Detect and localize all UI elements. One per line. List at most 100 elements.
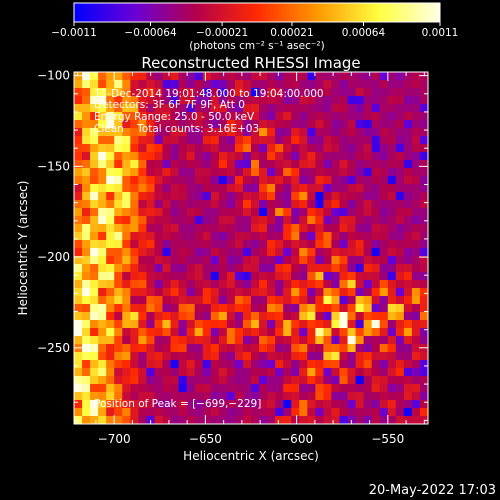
heatmap-cell xyxy=(210,200,220,209)
heatmap-cell xyxy=(146,368,155,377)
heatmap-cell xyxy=(411,96,421,105)
heatmap-cell xyxy=(323,360,332,369)
heatmap-cell xyxy=(323,352,332,361)
heatmap-cell xyxy=(98,176,107,185)
heatmap-cell xyxy=(122,128,131,137)
heatmap-cell xyxy=(363,96,373,105)
heatmap-cell xyxy=(218,352,228,361)
heatmap-cell xyxy=(259,264,268,273)
heatmap-cell xyxy=(371,256,381,265)
heatmap-cell xyxy=(90,280,99,289)
heatmap-cell xyxy=(331,240,340,249)
heatmap-cell xyxy=(82,208,91,217)
heatmap-cell xyxy=(251,232,260,241)
heatmap-cell xyxy=(210,280,220,289)
heatmap-cell xyxy=(387,264,397,273)
heatmap-cell xyxy=(82,200,91,209)
heatmap-cell xyxy=(218,80,228,89)
heatmap-cell xyxy=(307,256,316,265)
heatmap-cell xyxy=(331,232,340,241)
heatmap-cell xyxy=(226,248,236,257)
heatmap-cell xyxy=(291,160,300,169)
heatmap-cell xyxy=(339,328,348,337)
heatmap-cell xyxy=(106,264,115,273)
heatmap-cell xyxy=(218,400,228,409)
heatmap-cell xyxy=(130,400,139,409)
heatmap-cell xyxy=(339,144,348,153)
heatmap-cell xyxy=(283,120,292,129)
heatmap-cell xyxy=(162,368,171,377)
heatmap-cell xyxy=(194,272,204,281)
heatmap-cell xyxy=(331,72,340,81)
heatmap-cell xyxy=(291,376,300,385)
heatmap-cell xyxy=(82,392,91,401)
heatmap-cell xyxy=(114,272,123,281)
heatmap-cell xyxy=(291,72,300,81)
heatmap-cell xyxy=(291,360,300,369)
heatmap-cell xyxy=(210,416,220,424)
heatmap-cell xyxy=(82,368,91,377)
heatmap-cell xyxy=(106,120,115,129)
heatmap-cell xyxy=(178,288,187,297)
heatmap-cell xyxy=(259,216,268,225)
heatmap-cell xyxy=(146,392,155,401)
heatmap-cell xyxy=(387,248,397,257)
heatmap-cell xyxy=(419,192,428,201)
heatmap-cell xyxy=(138,248,147,257)
heatmap-cell xyxy=(267,280,276,289)
heatmap-cell xyxy=(307,144,316,153)
heatmap-cell xyxy=(186,128,196,137)
heatmap-cell xyxy=(355,224,364,233)
heatmap-cell xyxy=(162,192,171,201)
heatmap-cell xyxy=(315,152,324,161)
heatmap-cell xyxy=(106,136,115,145)
heatmap-cell xyxy=(387,128,397,137)
heatmap-cell xyxy=(379,368,389,377)
heatmap-cell xyxy=(186,336,196,345)
heatmap-cell xyxy=(331,288,340,297)
heatmap-cell xyxy=(355,416,364,424)
heatmap-cell xyxy=(154,88,163,97)
heatmap-cell xyxy=(218,184,228,193)
heatmap-cell xyxy=(299,216,308,225)
heatmap-cell xyxy=(218,232,228,241)
heatmap-cell xyxy=(74,232,83,241)
heatmap-cell xyxy=(307,176,316,185)
heatmap-cell xyxy=(234,336,244,345)
heatmap-cell xyxy=(411,360,421,369)
heatmap-cell xyxy=(371,200,381,209)
heatmap-cell xyxy=(186,408,196,417)
heatmap-cell xyxy=(234,144,244,153)
heatmap-cell xyxy=(283,192,292,201)
heatmap-cell xyxy=(122,384,131,393)
heatmap-cell xyxy=(403,384,413,393)
heatmap-cell xyxy=(218,408,228,417)
heatmap-cell xyxy=(363,80,373,89)
heatmap-cell xyxy=(339,416,348,424)
heatmap-cell xyxy=(283,152,292,161)
chart-title: Reconstructed RHESSI Image xyxy=(141,54,360,72)
heatmap-cell xyxy=(363,160,373,169)
heatmap-cell xyxy=(315,384,324,393)
heatmap-cell xyxy=(114,184,123,193)
heatmap-cell xyxy=(355,400,364,409)
heatmap-cell xyxy=(347,120,356,129)
heatmap-cell xyxy=(355,392,364,401)
heatmap-cell xyxy=(331,144,340,153)
heatmap-cell xyxy=(242,152,252,161)
heatmap-cell xyxy=(178,232,187,241)
heatmap-cell xyxy=(114,128,123,137)
heatmap-cell xyxy=(154,248,163,257)
heatmap-cell xyxy=(339,160,348,169)
heatmap-cell xyxy=(275,120,284,129)
heatmap-cell xyxy=(210,304,220,313)
heatmap-cell xyxy=(371,304,381,313)
heatmap-cell xyxy=(379,232,389,241)
heatmap-cell xyxy=(291,128,300,137)
heatmap-cell xyxy=(339,240,348,249)
heatmap-cell xyxy=(226,160,236,169)
heatmap-cell xyxy=(347,104,356,113)
heatmap-cell xyxy=(194,360,204,369)
heatmap-cell xyxy=(283,200,292,209)
